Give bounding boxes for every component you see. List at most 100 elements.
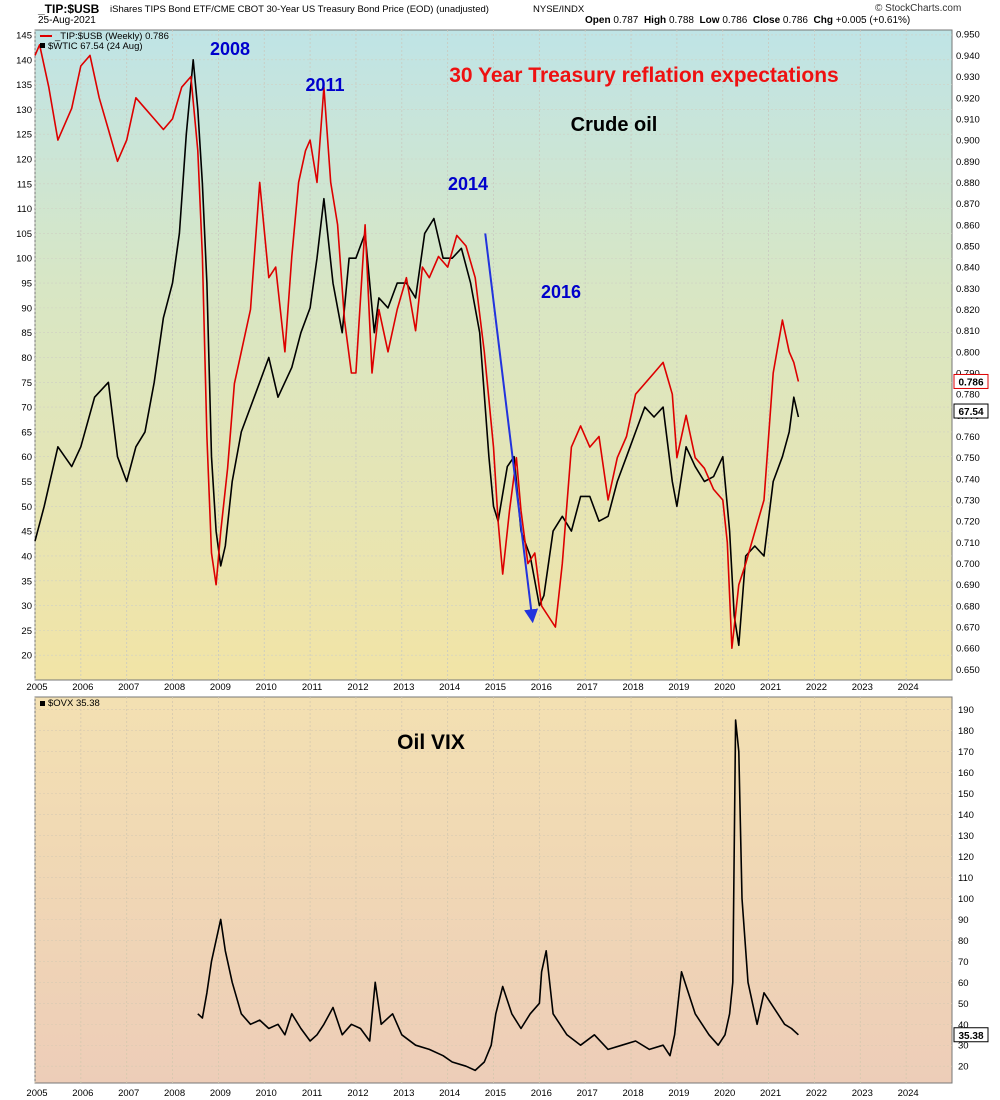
left-tick-label: 65 — [21, 427, 32, 438]
right-tick-label: 0.890 — [956, 157, 980, 168]
right-tick-label: 40 — [958, 1020, 969, 1031]
right-tick-label: 0.710 — [956, 538, 980, 549]
wti-last-value-label: 67.54 — [958, 407, 983, 418]
legend-swatch-ovx — [40, 701, 45, 706]
left-tick-label: 60 — [21, 452, 32, 463]
right-tick-label: 0.650 — [956, 665, 980, 676]
right-tick-label: 110 — [958, 873, 973, 884]
right-tick-label: 0.680 — [956, 601, 980, 612]
right-tick-label: 0.900 — [956, 136, 980, 147]
left-tick-label: 80 — [21, 353, 32, 364]
x-tick-label: 2005 — [26, 1088, 47, 1099]
left-tick-label: 125 — [16, 130, 32, 141]
right-tick-label: 0.880 — [956, 178, 980, 189]
tip-last-value-tag — [953, 373, 989, 389]
chart-header: _TIP:$USB iShares TIPS Bond ETF/CME CBOT… — [0, 0, 1000, 28]
price-panel: 2005 2006 2007 2008 2009 2010 2011 2012 2013 2014… — [16, 29, 989, 693]
x-tick-label: 2007 — [118, 1088, 139, 1099]
year-annotation-2011: 2011 — [305, 75, 344, 95]
x-tick-label: 2014 — [439, 1088, 460, 1099]
right-tick-label: 0.840 — [956, 263, 980, 274]
right-tick-label: 0.660 — [956, 644, 980, 655]
left-tick-label: 55 — [21, 477, 32, 488]
legend-label-wti: $WTIC 67.54 (24 Aug) — [48, 41, 143, 52]
watermark-label: © StockCharts.com — [875, 3, 962, 14]
right-tick-label: 0.750 — [956, 453, 980, 464]
left-tick-label: 45 — [21, 527, 32, 538]
exchange-label: NYSE/INDX — [533, 4, 585, 15]
x-tick-label: 2017 — [577, 682, 598, 693]
right-tick-label: 130 — [958, 831, 974, 842]
x-tick-label: 2015 — [485, 1088, 506, 1099]
right-tick-label: 160 — [958, 768, 974, 779]
x-tick-label: 2022 — [806, 682, 827, 693]
x-tick-label: 2008 — [164, 1088, 185, 1099]
x-tick-label: 2016 — [531, 682, 552, 693]
x-tick-label: 2020 — [714, 1088, 735, 1099]
right-tick-label: 0.860 — [956, 220, 980, 231]
right-tick-label: 0.920 — [956, 93, 980, 104]
right-tick-label: 0.740 — [956, 474, 980, 485]
x-tick-label: 2016 — [531, 1088, 552, 1099]
date-label: 25-Aug-2021 — [38, 15, 96, 26]
right-tick-label: 170 — [958, 747, 974, 758]
right-tick-label: 0.700 — [956, 559, 980, 570]
right-tick-label: 60 — [958, 978, 969, 989]
open-label: Open — [585, 15, 611, 26]
x-tick-label: 2012 — [347, 1088, 368, 1099]
wti-last-value-tag — [953, 403, 989, 419]
left-tick-label: 30 — [21, 601, 32, 612]
tip-last-value-label: 0.786 — [958, 377, 983, 388]
x-tick-label: 2010 — [256, 682, 277, 693]
right-tick-label: 0.720 — [956, 517, 980, 528]
left-tick-label: 145 — [16, 30, 32, 41]
right-tick-label: 90 — [958, 915, 969, 926]
right-tick-label: 0.670 — [956, 623, 980, 634]
right-tick-label: 20 — [958, 1062, 969, 1073]
oil-vix-annotation: Oil VIX — [397, 731, 465, 754]
right-tick-label: 0.850 — [956, 241, 980, 252]
ovx-last-value-tag — [953, 1027, 989, 1043]
left-tick-label: 135 — [16, 80, 32, 91]
x-tick-label: 2012 — [347, 682, 368, 693]
right-tick-label: 0.780 — [956, 390, 980, 401]
right-tick-label: 0.940 — [956, 51, 980, 62]
right-tick-label: 0.760 — [956, 432, 980, 443]
left-tick-label: 90 — [21, 303, 32, 314]
left-tick-label: 100 — [16, 254, 32, 265]
year-annotation-2016: 2016 — [541, 282, 581, 302]
x-tick-label: 2017 — [577, 1088, 598, 1099]
right-tick-label: 50 — [958, 999, 969, 1010]
left-tick-label: 115 — [17, 179, 32, 190]
ovx-panel: 2005 2006 2007 2008 2009 2010 2011 2012 2013 2014… — [26, 696, 989, 1099]
left-tick-label: 35 — [21, 576, 32, 587]
right-tick-label: 100 — [958, 894, 974, 905]
right-tick-label: 0.800 — [956, 347, 980, 358]
low-label: Low — [699, 15, 720, 26]
x-tick-label: 2015 — [485, 682, 506, 693]
close-value: 0.786 — [782, 15, 808, 26]
x-tick-label: 2018 — [622, 682, 643, 693]
left-tick-label: 140 — [16, 55, 32, 66]
symbol-label: _TIP:$USB — [38, 2, 100, 16]
chart-description: iShares TIPS Bond ETF/CME CBOT 30-Year U… — [110, 4, 489, 15]
x-tick-label: 2007 — [118, 682, 139, 693]
legend-label-ovx: $OVX 35.38 — [48, 698, 100, 709]
wtic-series-line — [34, 59, 800, 647]
x-tick-label: 2013 — [393, 1088, 414, 1099]
right-tick-label: 80 — [958, 936, 969, 947]
ohlc-strip: Open 0.787 High 0.788 Low 0.786 Close 0.… — [585, 15, 910, 26]
right-tick-label: 0.930 — [956, 72, 980, 83]
x-tick-label: 2014 — [439, 682, 460, 693]
right-tick-label: 0.910 — [956, 114, 980, 125]
change-label: Chg — [813, 15, 833, 26]
year-annotation-2014: 2014 — [448, 174, 488, 194]
x-tick-label: 2011 — [302, 682, 322, 693]
x-tick-label: 2013 — [393, 682, 414, 693]
left-tick-label: 25 — [21, 626, 32, 637]
right-tick-label: 120 — [958, 852, 974, 863]
x-tick-label: 2022 — [806, 1088, 827, 1099]
high-value: 0.788 — [668, 15, 694, 26]
right-tick-label: 0.730 — [956, 496, 980, 507]
right-tick-label: 0.830 — [956, 284, 980, 295]
